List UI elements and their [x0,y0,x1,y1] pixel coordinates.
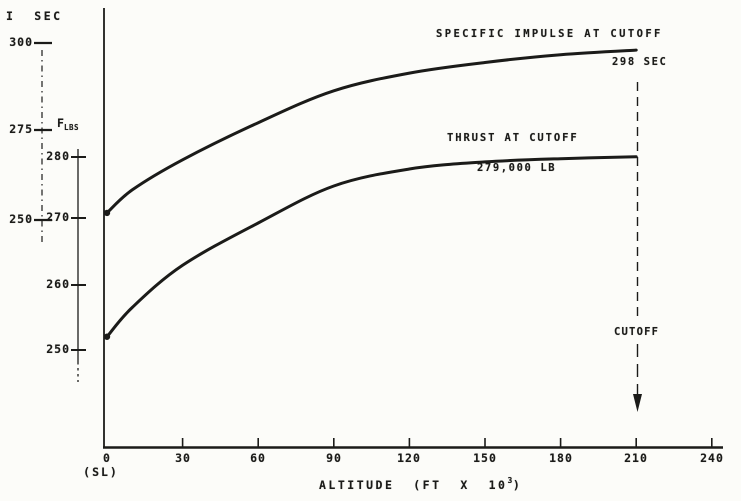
thrust-tick-label-260: 260 [46,277,70,291]
thrust-axis-label: FLBS [57,116,79,132]
cutoff-label: CUTOFF [614,326,660,338]
thrust-value-label: 279,000 LB [477,162,557,174]
x-tick-label-210: 210 [624,451,648,465]
isp-tick-label-275: 275 [9,122,33,136]
cutoff-arrow [633,394,642,412]
x-axis-label: ALTITUDE (FT X 103) [319,477,522,492]
thrust-tick-label-250: 250 [46,342,70,356]
thrust-tick-marks [71,156,86,351]
x-tick-label-150: 150 [473,451,497,465]
specific-impulse-curve-label: SPECIFIC IMPULSE AT CUTOFF [436,28,663,40]
thrust-curve [105,155,638,339]
x-axis-label-suffix: ) [512,478,523,492]
x-axis-label-exponent: 3 [507,476,513,485]
thrust-curve-label: THRUST AT CUTOFF [447,132,579,144]
sea-level-label: (SL) [83,465,119,479]
x-tick-label-240: 240 [700,451,724,465]
x-tick-label-120: 120 [397,451,421,465]
x-tick-label-0: 0 [103,451,111,465]
curve-start-point [103,209,111,217]
x-tick-label-180: 180 [549,451,573,465]
x-tick-label-60: 60 [250,451,266,465]
isp-axis-label: I SEC [6,9,63,23]
data-curves [103,48,638,340]
x-tick-label-30: 30 [175,451,191,465]
isp-tick-label-250: 250 [9,212,33,226]
x-tick-marks [181,438,713,447]
isp-tick-marks [34,41,52,222]
thrust-tick-label-280: 280 [46,149,70,163]
specific-impulse-curve [105,48,638,215]
thrust-axis-subscript: LBS [63,123,79,132]
x-axis-label-text: ALTITUDE (FT X 10 [319,478,508,492]
curve-start-point [103,333,111,340]
specific-impulse-value-label: 298 SEC [612,56,668,68]
x-tick-label-90: 90 [326,451,342,465]
thrust-tick-label-270: 270 [46,210,70,224]
thrust-axis-symbol: F [57,116,64,130]
isp-tick-label-300: 300 [9,35,33,49]
